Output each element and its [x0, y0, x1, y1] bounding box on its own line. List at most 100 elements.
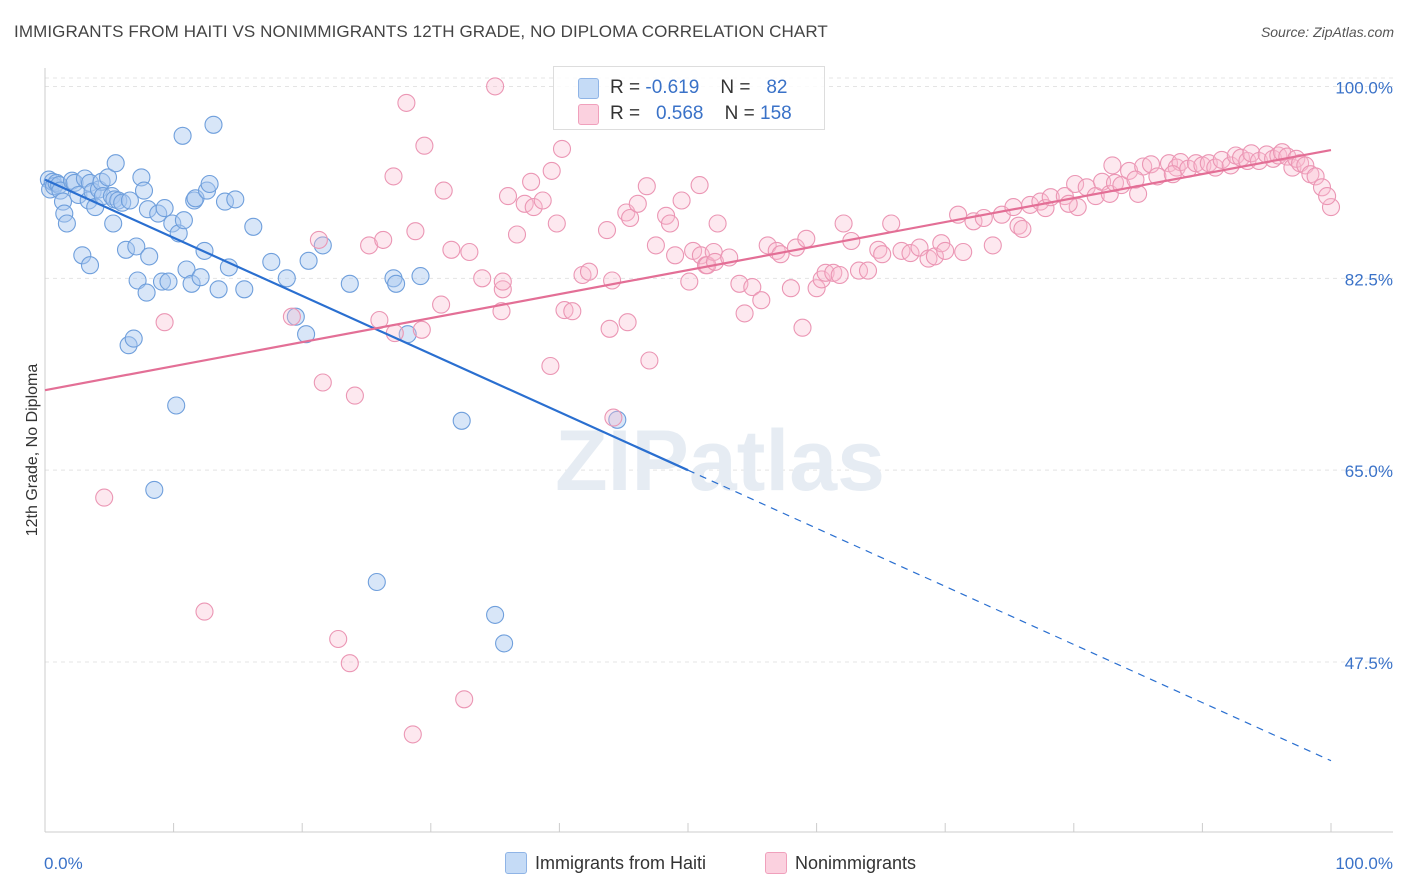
legend-swatch-haiti	[578, 78, 599, 99]
data-point-nonimmigrants	[1242, 144, 1261, 163]
data-point-haiti	[340, 274, 359, 293]
data-point-nonimmigrants	[873, 245, 892, 264]
data-point-nonimmigrants	[1296, 156, 1315, 175]
data-point-haiti	[226, 190, 245, 209]
data-point-nonimmigrants	[954, 242, 973, 262]
data-point-nonimmigrants	[882, 214, 901, 233]
data-point-nonimmigrants	[309, 230, 328, 249]
trend-line-haiti-projection	[687, 469, 1332, 762]
data-point-nonimmigrants	[541, 356, 560, 376]
data-point-haiti	[134, 181, 154, 200]
data-point-nonimmigrants	[708, 214, 727, 233]
legend-n-label: N =	[724, 103, 755, 124]
data-point-nonimmigrants	[666, 246, 685, 265]
data-point-haiti	[159, 272, 178, 291]
data-point-nonimmigrants	[552, 139, 572, 158]
watermark: ZIPatlas	[555, 413, 885, 509]
legend-n-value: 158	[760, 103, 792, 124]
data-point-nonimmigrants	[1004, 198, 1023, 217]
data-point-nonimmigrants	[195, 602, 214, 621]
data-point-nonimmigrants	[385, 324, 404, 343]
data-point-haiti	[200, 174, 219, 194]
data-point-haiti	[80, 256, 100, 275]
data-point-nonimmigrants	[155, 313, 174, 332]
data-point-nonimmigrants	[690, 176, 709, 195]
data-point-nonimmigrants	[374, 230, 393, 249]
data-point-nonimmigrants	[406, 222, 425, 241]
data-point-haiti	[155, 199, 174, 218]
data-point-nonimmigrants	[547, 214, 566, 233]
source-label: Source: ZipAtlas.com	[1260, 24, 1394, 40]
data-point-haiti	[191, 268, 210, 287]
data-point-haiti	[98, 168, 118, 187]
data-point-haiti	[244, 217, 263, 236]
data-point-nonimmigrants	[1306, 167, 1325, 186]
data-point-haiti	[174, 211, 193, 230]
data-point-nonimmigrants	[1126, 170, 1145, 189]
data-point-nonimmigrants	[936, 241, 955, 260]
data-point-haiti	[140, 247, 159, 266]
data-point-nonimmigrants	[925, 247, 944, 266]
data-point-haiti	[145, 480, 164, 499]
data-point-haiti	[411, 267, 430, 286]
data-point-haiti	[367, 572, 386, 592]
data-point-nonimmigrants	[646, 236, 665, 255]
y-axis-label: 12th Grade, No Diploma	[24, 364, 41, 537]
data-point-nonimmigrants	[680, 272, 699, 291]
data-point-haiti	[177, 260, 196, 279]
data-point-nonimmigrants	[498, 187, 518, 206]
data-points	[39, 77, 1341, 744]
y-tick-label: 82.5%	[1345, 270, 1393, 289]
data-point-nonimmigrants	[522, 172, 541, 191]
data-point-haiti	[235, 280, 254, 299]
legend-n-value: 82	[766, 77, 788, 98]
data-point-nonimmigrants	[493, 280, 512, 299]
data-point-nonimmigrants	[597, 221, 617, 240]
data-point-nonimmigrants	[1066, 174, 1085, 194]
data-point-nonimmigrants	[781, 279, 800, 298]
data-point-nonimmigrants	[432, 295, 451, 314]
legend-r-label: R =	[610, 77, 641, 98]
data-point-nonimmigrants	[384, 167, 403, 186]
data-point-nonimmigrants	[345, 386, 364, 405]
data-point-haiti	[120, 191, 139, 210]
data-point-nonimmigrants	[816, 263, 835, 282]
data-point-haiti	[182, 274, 201, 293]
data-point-haiti	[204, 115, 223, 134]
data-point-nonimmigrants	[901, 244, 920, 263]
trend-lines	[44, 148, 1332, 762]
y-tick-label: 65.0%	[1345, 462, 1393, 481]
data-point-nonimmigrants	[455, 690, 474, 709]
data-point-nonimmigrants	[313, 373, 332, 392]
data-point-nonimmigrants	[858, 261, 878, 280]
data-point-nonimmigrants	[492, 302, 511, 321]
chart-title: IMMIGRANTS FROM HAITI VS NONIMMIGRANTS 1…	[14, 22, 828, 41]
data-point-nonimmigrants	[95, 488, 114, 507]
data-point-haiti	[299, 251, 318, 270]
data-point-nonimmigrants	[621, 208, 640, 228]
tick-labels: 47.5% 65.0% 82.5% 100.0% 0.0% 100.0% 12th Grad…	[24, 78, 1393, 873]
data-point-nonimmigrants	[473, 269, 492, 288]
data-point-nonimmigrants	[830, 265, 849, 285]
data-point-haiti	[132, 168, 151, 187]
data-point-haiti	[219, 258, 238, 277]
data-point-nonimmigrants	[640, 351, 659, 370]
data-point-haiti	[452, 411, 471, 430]
data-point-nonimmigrants	[1212, 150, 1231, 169]
data-point-nonimmigrants	[542, 161, 561, 180]
data-point-nonimmigrants	[983, 236, 1002, 255]
data-point-nonimmigrants	[758, 236, 777, 255]
data-point-haiti	[137, 283, 156, 302]
data-point-nonimmigrants	[486, 77, 505, 96]
legend-n-label: N =	[720, 77, 751, 98]
data-point-haiti	[277, 269, 296, 288]
bottom-legend-swatch-nonimmigrants	[765, 852, 787, 874]
trend-line-haiti	[44, 178, 689, 472]
legend-swatch-nonimmigrants	[578, 104, 599, 125]
data-point-nonimmigrants	[735, 304, 754, 323]
data-point-haiti	[152, 272, 172, 291]
data-point-nonimmigrants	[672, 191, 691, 210]
data-point-nonimmigrants	[974, 208, 993, 228]
data-point-nonimmigrants	[533, 191, 552, 210]
